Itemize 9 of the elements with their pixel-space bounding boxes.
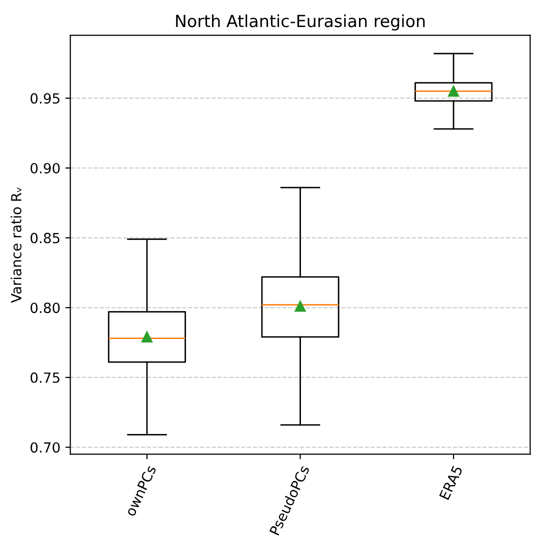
y-tick-label: 0.80	[30, 302, 60, 314]
x-tick-label: ERA5	[439, 465, 463, 500]
y-tick-label: 0.95	[30, 93, 60, 104]
y-tick-label: 0.70	[30, 442, 60, 453]
y-tick-label: 0.75	[30, 372, 60, 383]
y-tick-label: 0.90	[30, 162, 60, 174]
y-axis-title: Variance ratio Rᵥ	[10, 188, 22, 303]
chart-title: North Atlantic-Eurasian region	[176, 14, 425, 30]
y-tick-label: 0.85	[30, 232, 60, 244]
